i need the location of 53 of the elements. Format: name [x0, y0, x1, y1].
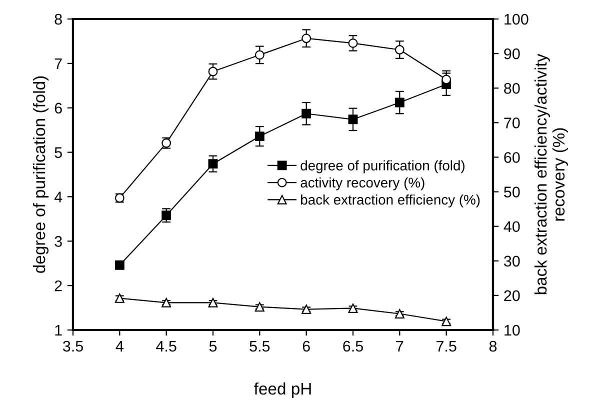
x-tick-label: 7.5	[436, 340, 456, 352]
point	[114, 260, 124, 270]
y-tick-label: 2	[54, 280, 62, 292]
x-tick-label: 5	[209, 340, 217, 352]
y2-tick-label: 20	[504, 290, 520, 302]
y2-tick-label: 70	[504, 118, 520, 128]
point	[302, 304, 312, 314]
point	[348, 38, 358, 48]
y-tick-label: 4	[54, 192, 62, 202]
y2-tick-label: 90	[504, 48, 520, 60]
point	[394, 309, 404, 318]
point	[394, 45, 404, 54]
y2-tick-label: 50	[504, 186, 520, 198]
y2-tick-label: 60	[504, 152, 520, 163]
x-tick-label: 4.5	[156, 340, 176, 352]
point	[348, 114, 358, 124]
point	[208, 159, 218, 169]
x-tick-label: 4	[116, 340, 124, 352]
y-tick-label: 5	[54, 147, 62, 158]
legend-label: back extraction efficiency (%)	[301, 194, 480, 208]
point	[302, 34, 312, 44]
y-tick-label: 7	[54, 58, 62, 69]
y-axis-title: degree of purification (fold)	[32, 76, 49, 273]
point	[302, 108, 312, 118]
x-tick-label: 6	[302, 340, 310, 352]
point	[254, 302, 264, 312]
point	[254, 50, 264, 60]
y2-tick-label: 10	[504, 324, 520, 336]
y2-tick-label: 80	[504, 82, 520, 94]
point	[254, 132, 264, 142]
y-tick-label: 1	[55, 325, 62, 336]
x-tick-label: 8	[489, 340, 497, 352]
point	[442, 316, 452, 326]
y2-tick-label: 30	[504, 256, 520, 267]
y-tick-label: 3	[54, 236, 62, 247]
x-axis-title: feed pH	[254, 382, 311, 398]
legend-label: degree of purification (fold)	[300, 160, 464, 174]
y-tick-label: 6	[54, 102, 62, 114]
point	[208, 298, 218, 308]
point	[162, 210, 172, 220]
y2-tick-label: 40	[504, 221, 520, 232]
x-tick-label: 6.5	[343, 340, 363, 352]
y2-axis-title: back extraction efficiency/activity recovery (%)	[534, 54, 568, 294]
y-tick-label: 8	[54, 14, 62, 25]
point	[162, 298, 172, 308]
x-tick-label: 7	[396, 340, 404, 352]
y2-tick-label: 100	[504, 14, 528, 25]
x-tick-label: 5.5	[250, 340, 270, 352]
point	[348, 304, 358, 313]
x-tick-label: 3.5	[62, 340, 83, 352]
legend-label: activity recovery (%)	[300, 177, 424, 190]
point	[394, 98, 404, 108]
point	[208, 66, 218, 76]
